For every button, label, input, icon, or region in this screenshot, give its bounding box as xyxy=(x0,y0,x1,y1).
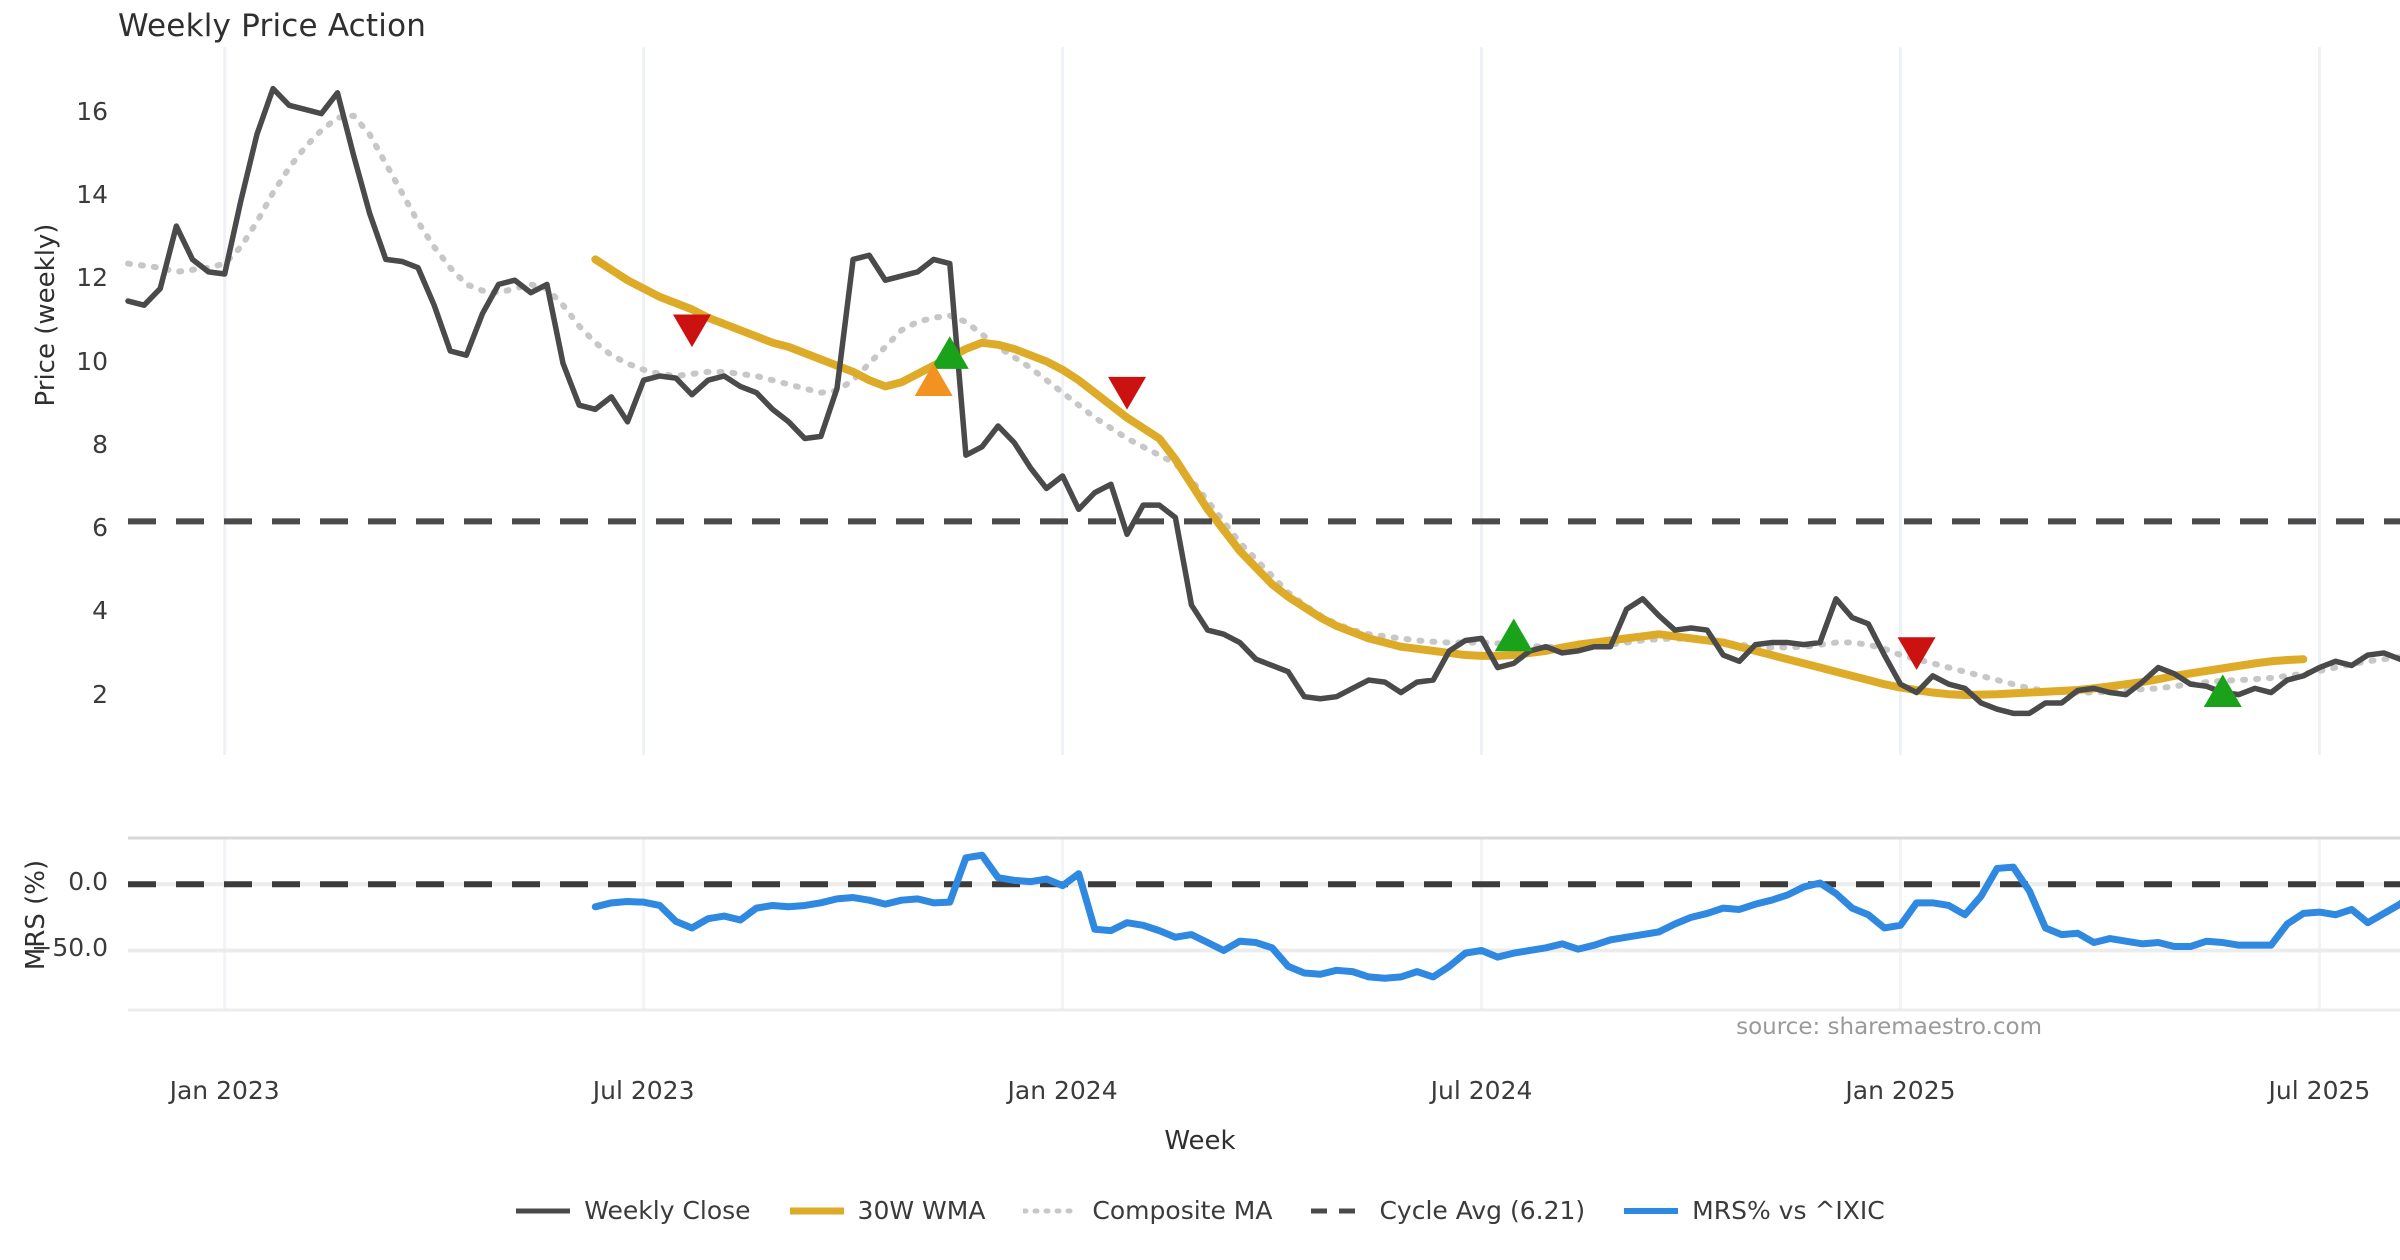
legend-label: Composite MA xyxy=(1092,1196,1273,1225)
price-ytick-12: 12 xyxy=(76,263,108,293)
legend-label: MRS% vs ^IXIC xyxy=(1692,1196,1885,1225)
legend-swatch-icon xyxy=(789,1202,845,1220)
price-ytick-14: 14 xyxy=(76,179,108,209)
legend-swatch-icon xyxy=(1023,1202,1080,1220)
xtick-3: Jul 2024 xyxy=(1430,1076,1533,1105)
series-weekly-close xyxy=(125,85,2400,717)
xtick-2: Jan 2024 xyxy=(1007,1076,1118,1105)
xtick-1: Jul 2023 xyxy=(592,1076,695,1105)
mrs-ytick-1: −50.0 xyxy=(31,933,108,963)
legend-label: Weekly Close xyxy=(584,1196,751,1225)
price-ytick-6: 6 xyxy=(92,513,108,543)
legend-swatch-icon xyxy=(515,1202,571,1220)
series-composite-ma xyxy=(125,112,2400,696)
mrs-ytick-0: 0.0 xyxy=(68,867,108,897)
legend-item-2[interactable]: Composite MA xyxy=(1023,1196,1272,1225)
price-ytick-8: 8 xyxy=(92,429,108,459)
legend-item-1[interactable]: 30W WMA xyxy=(789,1196,986,1225)
legend-item-4[interactable]: MRS% vs ^IXIC xyxy=(1623,1196,1885,1225)
price-ytick-10: 10 xyxy=(76,346,108,376)
x-axis-label: Week xyxy=(1164,1126,1236,1156)
legend-label: 30W WMA xyxy=(857,1196,986,1225)
series-mrs-percent xyxy=(591,851,2400,982)
page-title: Weekly Price Action xyxy=(118,8,427,44)
chart-legend: Weekly Close 30W WMA Composite MA Cycle Avg… xyxy=(0,1196,2400,1225)
legend-label: Cycle Avg (6.21) xyxy=(1379,1196,1586,1225)
legend-swatch-icon xyxy=(1623,1202,1679,1220)
price-ytick-2: 2 xyxy=(92,679,108,709)
legend-item-0[interactable]: Weekly Close xyxy=(515,1196,751,1225)
price-ytick-16: 16 xyxy=(76,96,108,126)
legend-swatch-icon xyxy=(1310,1202,1366,1220)
xtick-4: Jan 2025 xyxy=(1845,1076,1956,1105)
xtick-5: Jul 2025 xyxy=(2268,1076,2371,1105)
legend-item-3[interactable]: Cycle Avg (6.21) xyxy=(1310,1196,1585,1225)
signal-marker-sell-5[interactable] xyxy=(1897,637,1936,670)
series-30w-wma xyxy=(591,255,2308,700)
xtick-0: Jan 2023 xyxy=(169,1076,280,1105)
price-ytick-4: 4 xyxy=(92,596,108,626)
source-attribution: source: sharemaestro.com xyxy=(1736,1014,2042,1040)
